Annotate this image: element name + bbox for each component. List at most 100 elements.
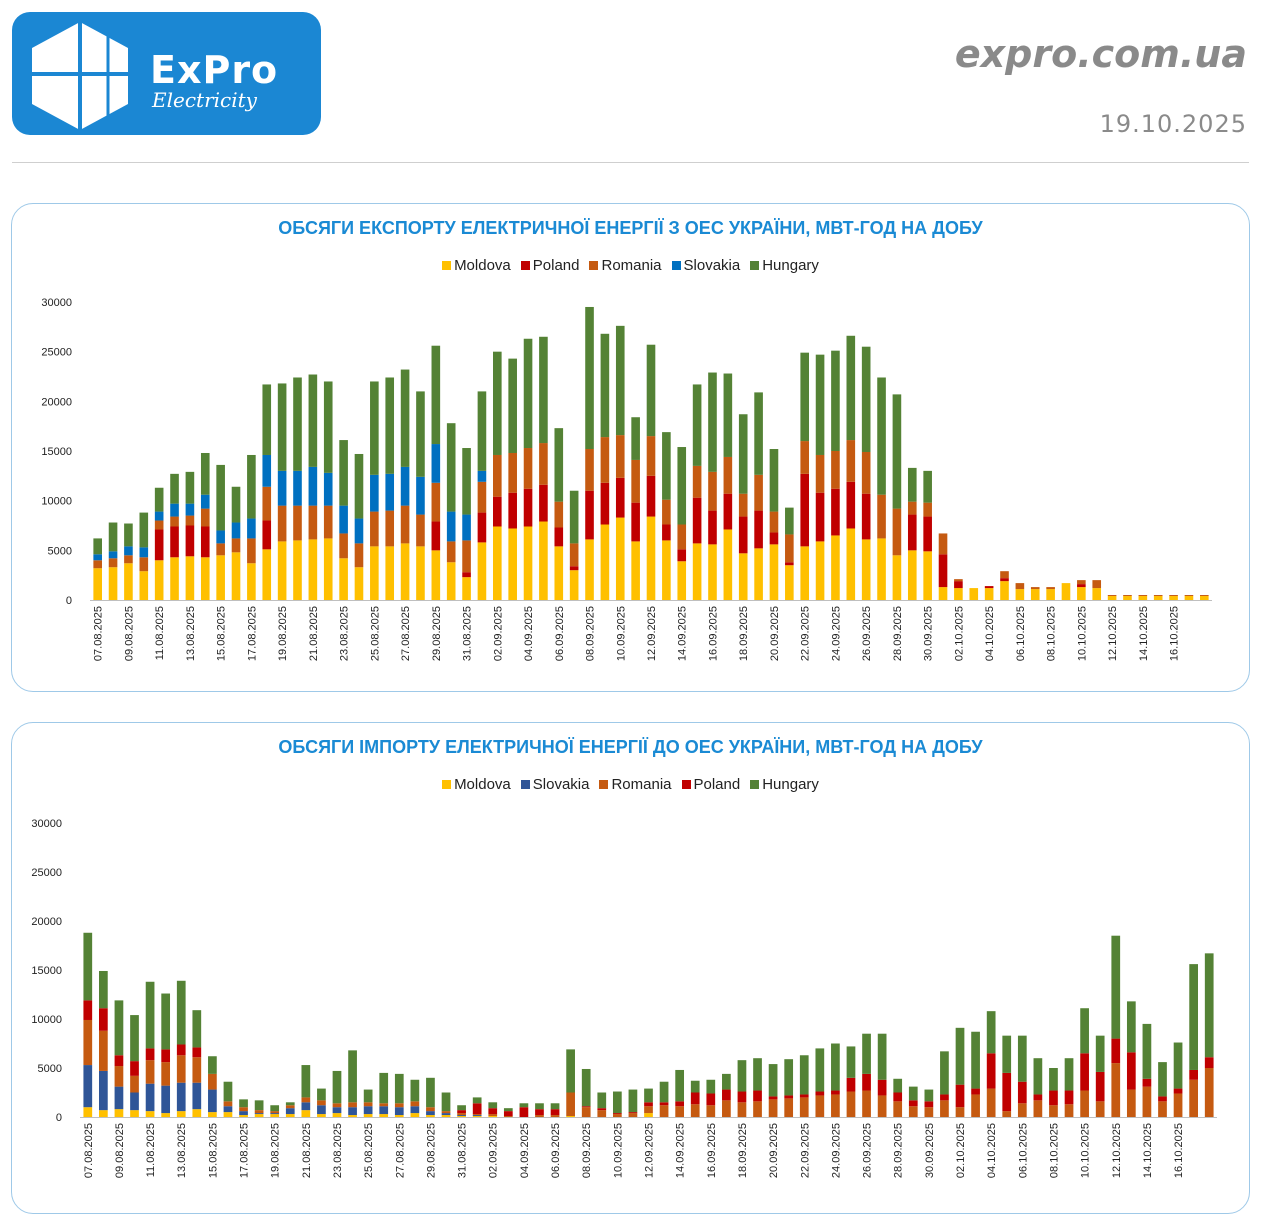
bar-segment-romania xyxy=(831,1094,840,1117)
bar-segment-hungary xyxy=(477,391,487,471)
export-chart: 0 5000 10000 15000 20000 25000 30000 07.08.2025… xyxy=(41,297,1212,661)
bar-segment-poland xyxy=(161,1049,171,1063)
x-tick-label: 20.09.2025 xyxy=(768,1123,780,1178)
x-tick-label: 19.08.2025 xyxy=(277,606,289,661)
bar-segment-poland xyxy=(200,526,210,558)
bar-segment-romania xyxy=(924,1107,934,1117)
bar-segment-hungary xyxy=(738,414,748,494)
legend-label: Poland xyxy=(693,776,741,793)
bar-segment-slovakia xyxy=(410,1106,420,1114)
x-tick-label: 29.08.2025 xyxy=(431,606,443,661)
x-tick-label: 10.09.2025 xyxy=(612,1123,624,1178)
bar-segment-moldova xyxy=(615,517,625,600)
bar-segment-moldova xyxy=(285,1114,295,1117)
x-tick-label: 10.10.2025 xyxy=(1080,1123,1092,1178)
bar-segment-poland xyxy=(472,1103,482,1115)
bar-segment-romania xyxy=(1033,1100,1043,1117)
bar-segment-romania xyxy=(1002,1111,1012,1117)
bar-segment-poland xyxy=(554,527,564,547)
bar-segment-hungary xyxy=(99,970,108,1009)
bar-segment-hungary xyxy=(831,350,840,451)
bar-segment-slovakia xyxy=(108,551,118,559)
bar-segment-hungary xyxy=(394,1073,404,1104)
bar-segment-romania xyxy=(907,501,917,515)
x-tick-label: 14.10.2025 xyxy=(1142,1123,1154,1178)
bar-segment-poland xyxy=(692,497,702,544)
bar-segment-moldova xyxy=(185,556,195,600)
bar-segment-romania xyxy=(426,1107,435,1112)
bar-segment-romania xyxy=(955,1107,965,1117)
bar-segment-romania xyxy=(846,1091,856,1117)
bar-segment-romania xyxy=(940,1100,949,1117)
bar-segment-moldova xyxy=(677,561,687,600)
x-tick-label: 19.08.2025 xyxy=(270,1123,282,1178)
bar-segment-poland xyxy=(893,1092,903,1102)
bar-segment-moldova xyxy=(363,1114,373,1117)
bar-segment-poland xyxy=(581,1106,591,1108)
bar-segment-romania xyxy=(769,511,779,533)
bar-segment-romania xyxy=(1000,571,1009,579)
bar-segment-romania xyxy=(644,1106,653,1114)
bar-segment-hungary xyxy=(550,1103,560,1110)
bar-segment-romania xyxy=(145,1060,155,1084)
bar-segment-hungary xyxy=(581,1068,591,1107)
bar-segment-moldova xyxy=(1046,589,1055,600)
bar-segment-romania xyxy=(114,1066,124,1087)
bar-segment-hungary xyxy=(139,512,149,548)
x-tick-label: 10.10.2025 xyxy=(1076,606,1088,661)
bar-segment-slovakia xyxy=(308,466,318,506)
bar-segment-poland xyxy=(815,492,825,542)
site-url[interactable]: expro.com.ua xyxy=(954,32,1247,76)
bar-segment-poland xyxy=(615,477,625,518)
bar-segment-hungary xyxy=(1189,964,1198,1070)
bar-segment-romania xyxy=(332,1103,342,1108)
bar-segment-romania xyxy=(535,1115,544,1117)
x-tick-label: 12.09.2025 xyxy=(644,1123,656,1178)
bar-segment-romania xyxy=(1184,595,1194,597)
bar-segment-hungary xyxy=(192,1010,202,1048)
bar-segment-romania xyxy=(846,440,856,482)
bar-segment-slovakia xyxy=(462,514,471,541)
bar-segment-poland xyxy=(1000,578,1009,582)
bar-segment-hungary xyxy=(145,981,155,1049)
bar-segment-hungary xyxy=(971,1031,980,1089)
bar-segment-hungary xyxy=(800,352,810,442)
logo-subtitle: Electricity xyxy=(152,88,257,112)
x-tick-label: 25.08.2025 xyxy=(369,606,381,661)
bar-segment-moldova xyxy=(600,524,610,600)
legend-swatch xyxy=(520,261,530,270)
legend-swatch xyxy=(442,261,452,270)
bar-segment-poland xyxy=(612,1113,622,1115)
bar-segment-hungary xyxy=(348,1050,357,1103)
bar-segment-poland xyxy=(784,1095,794,1099)
bar-segment-romania xyxy=(1095,1101,1105,1117)
bar-segment-poland xyxy=(488,1108,498,1115)
bar-segment-slovakia xyxy=(247,518,256,539)
bar-segment-romania xyxy=(1189,1079,1198,1117)
bar-segment-romania xyxy=(600,437,610,483)
bar-segment-hungary xyxy=(277,383,287,471)
bar-segment-slovakia xyxy=(400,466,410,506)
bar-segment-hungary xyxy=(410,1079,420,1102)
bar-segment-slovakia xyxy=(93,554,102,561)
bar-segment-romania xyxy=(124,555,133,564)
bar-segment-romania xyxy=(815,454,825,493)
bar-segment-moldova xyxy=(1107,596,1117,600)
x-tick-label: 06.10.2025 xyxy=(1015,606,1027,661)
bar-segment-moldova xyxy=(566,1116,575,1117)
bar-segment-poland xyxy=(1111,1038,1121,1064)
x-tick-label: 23.08.2025 xyxy=(332,1123,344,1178)
bar-segment-hungary xyxy=(446,423,456,512)
bar-segment-romania xyxy=(176,1055,186,1083)
bar-segment-romania xyxy=(400,505,410,544)
bar-segment-slovakia xyxy=(317,1105,326,1115)
x-tick-label: 30.09.2025 xyxy=(923,606,935,661)
bar-segment-hungary xyxy=(385,377,395,474)
bar-segment-moldova xyxy=(410,1113,420,1117)
x-tick-label: 12.09.2025 xyxy=(646,606,658,661)
bar-segment-hungary xyxy=(370,381,379,475)
bar-segment-romania xyxy=(416,514,425,547)
bar-segment-hungary xyxy=(690,1080,700,1093)
x-tick-label: 06.09.2025 xyxy=(550,1123,562,1178)
bar-segment-romania xyxy=(585,449,594,491)
